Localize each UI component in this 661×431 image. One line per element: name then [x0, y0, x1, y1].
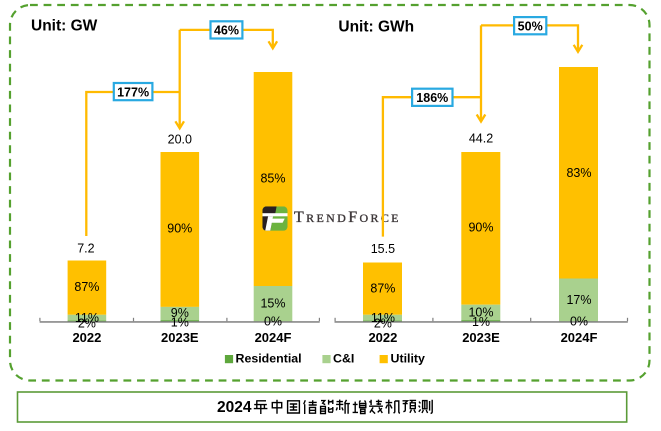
svg-text:20.0: 20.0 [168, 133, 192, 147]
svg-text:15%: 15% [260, 296, 285, 310]
svg-text:Utility: Utility [391, 351, 426, 365]
svg-text:1%: 1% [171, 316, 189, 330]
svg-text:17%: 17% [566, 293, 591, 307]
svg-text:2024: 2024 [217, 399, 252, 416]
svg-text:2023E: 2023E [161, 330, 199, 345]
svg-text:Unit: GWh: Unit: GWh [338, 19, 414, 36]
svg-text:7.2: 7.2 [77, 242, 94, 256]
svg-text:2%: 2% [374, 317, 392, 331]
svg-text:2%: 2% [78, 317, 96, 331]
svg-text:11%: 11% [75, 311, 99, 325]
svg-text:Unit: GW: Unit: GW [31, 18, 98, 35]
svg-text:2022: 2022 [72, 330, 101, 345]
svg-text:11%: 11% [371, 311, 395, 325]
svg-text:87%: 87% [370, 281, 395, 295]
svg-text:177%: 177% [117, 85, 149, 99]
svg-text:87%: 87% [74, 280, 99, 294]
svg-text:46%: 46% [214, 24, 239, 38]
svg-text:2024F: 2024F [255, 330, 292, 345]
svg-text:2023E: 2023E [462, 330, 500, 345]
svg-text:0%: 0% [570, 315, 588, 329]
svg-text:1%: 1% [472, 315, 490, 329]
svg-text:83%: 83% [566, 166, 591, 180]
svg-text:C&I: C&I [333, 351, 354, 365]
svg-text:0%: 0% [264, 315, 282, 329]
svg-text:85%: 85% [260, 171, 285, 185]
svg-text:90%: 90% [167, 222, 192, 236]
svg-text:Residential: Residential [236, 351, 302, 365]
svg-text:2024F: 2024F [561, 330, 598, 345]
svg-text:90%: 90% [468, 221, 493, 235]
svg-text:15.5: 15.5 [371, 242, 395, 256]
svg-text:186%: 186% [416, 91, 448, 105]
svg-text:50%: 50% [518, 19, 543, 33]
svg-text:44.2: 44.2 [469, 132, 493, 146]
svg-text:9%: 9% [171, 306, 189, 320]
svg-text:TRENDFORCE: TRENDFORCE [294, 209, 401, 226]
svg-text:2022: 2022 [368, 330, 397, 345]
svg-text:10%: 10% [468, 305, 493, 319]
